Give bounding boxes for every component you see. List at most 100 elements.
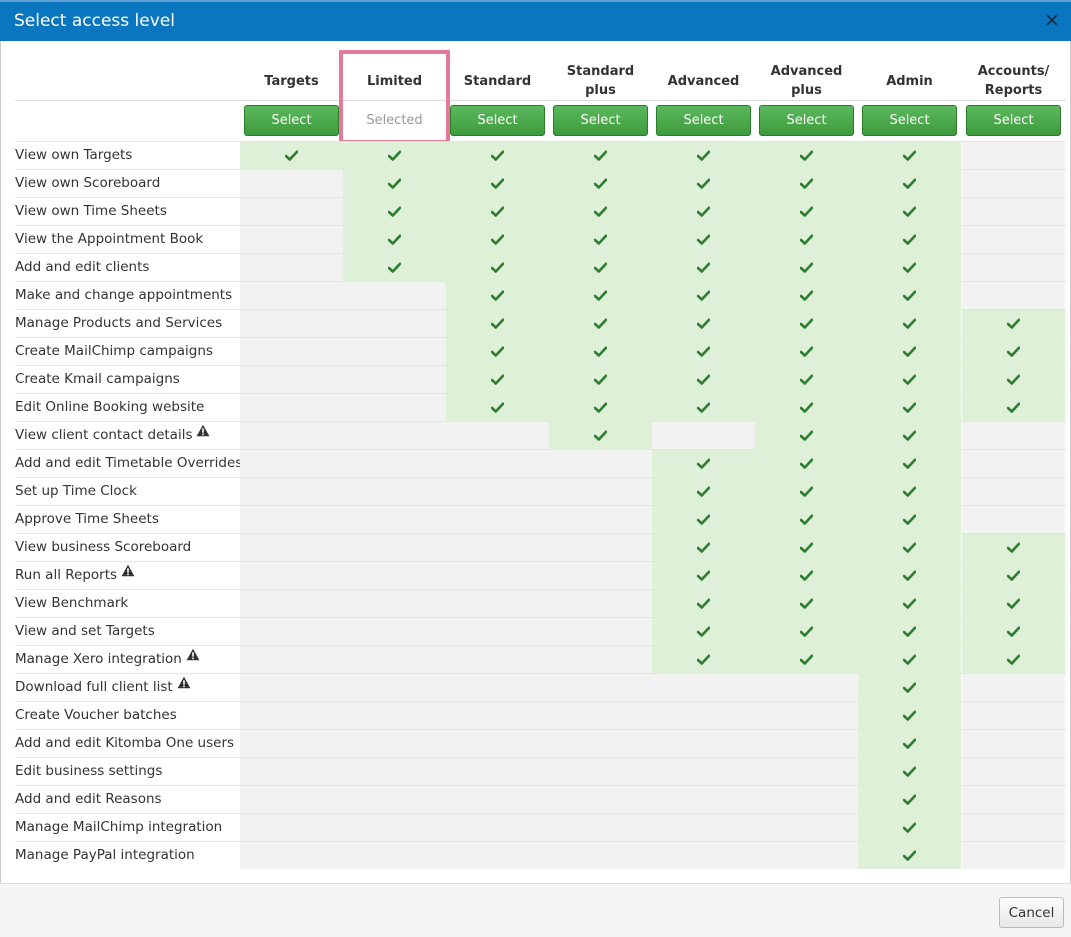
access-denied-cell [962,506,1065,533]
permission-label: Set up Time Clock [15,478,240,505]
access-granted-cell [755,422,858,449]
permission-label: Approve Time Sheets [15,506,240,533]
access-denied-cell [549,842,652,869]
access-granted-cell [858,534,961,561]
access-granted-cell [549,394,652,421]
access-granted-cell [446,226,549,253]
check-icon [903,486,916,497]
access-granted-cell [858,814,961,841]
access-granted-cell [652,170,755,197]
access-denied-cell [962,198,1065,225]
permission-row: Add and edit clients [15,253,1066,281]
check-icon [1007,374,1020,385]
access-denied-cell [240,478,343,505]
access-granted-cell [858,590,961,617]
permission-label-text: View own Targets [15,147,133,163]
check-icon [697,654,710,665]
permission-row: Create Voucher batches [15,701,1066,729]
permission-label-text: Create Kmail campaigns [15,371,180,387]
select-button[interactable]: Select [759,105,854,136]
column-header: Standard plus [566,64,635,98]
access-denied-cell [549,478,652,505]
access-denied-cell [962,226,1065,253]
access-granted-cell [549,198,652,225]
access-granted-cell [755,450,858,477]
check-icon [697,262,710,273]
check-icon [800,262,813,273]
access-granted-cell [652,198,755,225]
check-icon [1007,346,1020,357]
access-denied-cell [343,786,446,813]
access-denied-cell [240,842,343,869]
access-denied-cell [343,478,446,505]
access-granted-cell [858,674,961,701]
access-granted-cell [652,142,755,169]
permission-row: Edit Online Booking website [15,393,1066,421]
access-granted-cell [858,226,961,253]
access-denied-cell [343,422,446,449]
access-denied-cell [755,758,858,785]
access-denied-cell [240,618,343,645]
close-icon[interactable]: ✕ [1044,10,1060,32]
check-icon [594,290,607,301]
access-denied-cell [549,786,652,813]
access-granted-cell [755,338,858,365]
access-denied-cell [755,730,858,757]
access-granted-cell [962,534,1065,561]
check-icon [903,654,916,665]
access-granted-cell [343,198,446,225]
access-denied-cell [549,590,652,617]
select-button[interactable]: Select [450,105,545,136]
access-granted-cell [652,366,755,393]
access-granted-cell [755,142,858,169]
access-denied-cell [240,366,343,393]
permission-label-text: Add and edit Timetable Overrides [15,455,243,471]
access-denied-cell [755,842,858,869]
access-granted-cell [858,478,961,505]
select-button[interactable]: Select [966,105,1061,136]
check-icon [903,374,916,385]
access-denied-cell [240,254,343,281]
check-icon [903,234,916,245]
access-granted-cell [549,254,652,281]
check-icon [903,290,916,301]
access-granted-cell [652,478,755,505]
access-granted-cell [858,394,961,421]
check-icon [800,402,813,413]
access-granted-cell [446,142,549,169]
check-icon [697,458,710,469]
permission-row: View own Time Sheets [15,197,1066,225]
access-granted-cell [755,618,858,645]
permission-label: Manage PayPal integration [15,842,240,869]
access-denied-cell [446,646,549,673]
permission-label: Add and edit Reasons [15,786,240,813]
cancel-button[interactable]: Cancel [999,897,1064,928]
check-icon [594,262,607,273]
access-denied-cell [446,562,549,589]
permission-label-text: View the Appointment Book [15,231,204,247]
check-icon [1007,318,1020,329]
check-icon [697,346,710,357]
select-button[interactable]: Select [553,105,648,136]
access-denied-cell [240,534,343,561]
access-granted-cell [652,646,755,673]
access-granted-cell [962,618,1065,645]
check-icon [594,150,607,161]
select-button[interactable]: Select [244,105,339,136]
access-denied-cell [343,674,446,701]
permission-label-text: View client contact details [15,427,193,443]
access-denied-cell [240,674,343,701]
access-denied-cell [652,814,755,841]
check-icon [800,346,813,357]
access-granted-cell [549,310,652,337]
access-denied-cell [446,730,549,757]
check-icon [697,542,710,553]
select-button[interactable]: Select [862,105,957,136]
check-icon [697,598,710,609]
check-icon [594,206,607,217]
check-icon [491,206,504,217]
access-granted-cell [755,534,858,561]
select-button[interactable]: Select [656,105,751,136]
access-denied-cell [446,842,549,869]
permission-label: View own Targets [15,142,240,169]
